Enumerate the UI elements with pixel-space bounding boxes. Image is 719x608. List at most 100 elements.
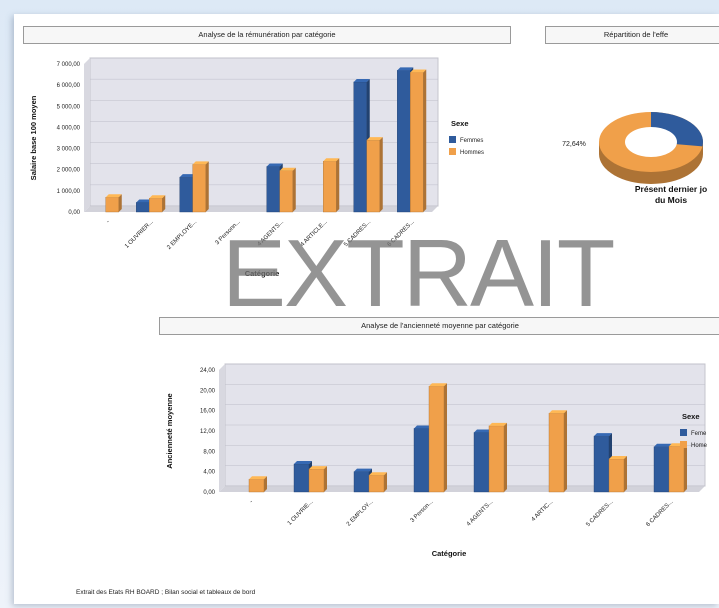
watermark-extrait: EXTRAIT: [222, 226, 613, 322]
chart3-legend-swatch: [680, 429, 687, 436]
chart3-bar-hommes: [309, 469, 324, 492]
chart1-bar-hommes: [367, 140, 380, 212]
chart1-ytick-label: 7 000,00: [57, 62, 81, 68]
chart3-bar-top: [429, 383, 447, 386]
chart3-bar-femmes: [354, 472, 369, 492]
chart3-ytick-label: 8,00: [203, 449, 215, 455]
chart3-bar-femmes: [594, 436, 609, 492]
chart1-ytick-label: 5 000,00: [57, 104, 81, 110]
chart1-legend-swatch: [449, 136, 456, 143]
chart3-plot-floor: [219, 486, 705, 492]
chart3-plot-side: [219, 364, 225, 492]
donut-hole: [625, 127, 677, 157]
chart3-bar-hommes: [369, 475, 384, 492]
chart3-ytick-label: 12,00: [200, 429, 216, 435]
chart3-bar-top: [354, 469, 372, 472]
chart1-ytick-label: 0,00: [68, 210, 80, 216]
chart1-bar-hommes: [106, 197, 119, 212]
chart3-category-label: 5 CADRES...: [585, 499, 614, 528]
chart1-ylabel: Salaire base 100 moyen: [29, 95, 38, 180]
chart3-xlabel: Catégorie: [432, 549, 467, 558]
chart3-ytick-label: 24,00: [200, 368, 216, 374]
chart1-ytick-label: 3 000,00: [57, 147, 81, 153]
chart3-category-label: 2 EMPLOY...: [346, 499, 375, 528]
donut-slice-label: 72,64%: [562, 141, 586, 148]
chart3-ytick-label: 20,00: [200, 388, 216, 394]
chart3-bar-top: [249, 476, 267, 479]
chart3-bar-hommes: [429, 386, 444, 492]
chart1-bar-side: [336, 158, 339, 212]
chart1-bar-side: [119, 194, 122, 212]
chart1-bar-femmes: [180, 177, 193, 212]
chart3-bar-hommes: [249, 479, 264, 492]
chart3-category-label: 4 AGENTS...: [466, 499, 495, 528]
footer-note: Extrait des Etats RH BOARD ; Bilan socia…: [76, 589, 255, 596]
chart3-bar-top: [549, 410, 567, 413]
chart3-bar-femmes: [294, 464, 309, 492]
chart1-category-label: 1 OUVRIER...: [124, 219, 155, 250]
chart1-bar-femmes: [136, 202, 149, 212]
chart3-bar-side: [384, 472, 387, 492]
chart1-bar-hommes: [410, 72, 423, 212]
donut-caption: du Mois: [655, 195, 687, 205]
chart3-bar-side: [684, 443, 687, 492]
chart3-ytick-label: 16,00: [200, 409, 216, 415]
chart1-bar-hommes: [193, 164, 206, 212]
chart3-legend-label: Feme: [691, 431, 707, 437]
chart3-bar-side: [504, 423, 507, 492]
chart1-bar-side: [423, 69, 426, 212]
chart3-bar-femmes: [414, 428, 429, 492]
chart3-ytick-label: 4,00: [203, 470, 215, 476]
chart3-bar-side: [624, 456, 627, 492]
chart1-ytick-label: 6 000,00: [57, 83, 81, 89]
chart3-bar-top: [294, 461, 312, 464]
chart3-category-label: 1 OUVRIE...: [287, 499, 315, 527]
chart3-bar-side: [564, 410, 567, 492]
chart1-category-label: -: [106, 219, 112, 225]
chart3-bar-hommes: [489, 426, 504, 492]
chart3-bar-side: [324, 466, 327, 492]
chart3-category-label: 3 Person...: [410, 499, 435, 524]
chart3-bar-femmes: [654, 447, 669, 492]
chart1-bar-side: [380, 137, 383, 212]
chart3-bar-hommes: [549, 413, 564, 492]
chart1-category-label: 2 EMPLOYE...: [166, 219, 198, 251]
chart1-ytick-label: 1 000,00: [57, 189, 81, 195]
donut-caption: Présent dernier jo: [635, 184, 707, 194]
chart3-bar-top: [594, 433, 612, 436]
chart1-bar-femmes: [267, 167, 280, 212]
chart1-bar-side: [206, 161, 209, 212]
chart3-bar-top: [369, 472, 387, 475]
chart1-legend-label: Femmes: [460, 138, 483, 144]
chart1-bar-femmes: [354, 82, 367, 212]
chart1-ytick-label: 4 000,00: [57, 125, 81, 131]
chart3-bar-top: [489, 423, 507, 426]
chart1-ytick-label: 2 000,00: [57, 168, 81, 174]
chart3-legend-label: Home: [691, 443, 708, 449]
chart3-legend-title: Sexe: [682, 412, 700, 421]
chart3-category-label: 4 ARTIC...: [531, 499, 555, 523]
chart3-category-label: 6 CADRES...: [645, 499, 674, 528]
chart3-legend-swatch: [680, 441, 687, 448]
chart1-bar-femmes: [397, 70, 410, 212]
chart3-bar-hommes: [609, 459, 624, 492]
chart3-ytick-label: 0,00: [203, 490, 215, 496]
chart3-bar-top: [309, 466, 327, 469]
chart1-plot-wall: [90, 58, 438, 206]
chart3-bar-side: [444, 383, 447, 492]
chart3-category-label: -: [249, 499, 255, 505]
chart1-bar-side: [293, 168, 296, 212]
chart1-legend-swatch: [449, 148, 456, 155]
chart3-ylabel: Ancienneté moyenne: [165, 393, 174, 468]
chart1-legend-label: Hommes: [460, 150, 484, 156]
chart1-bar-hommes: [323, 161, 336, 212]
chart3-bar-hommes: [669, 446, 684, 492]
chart1-bar-hommes: [149, 198, 162, 212]
chart3-bar-top: [609, 456, 627, 459]
chart1-plot-side: [84, 58, 90, 212]
anciennete-chart: 0,00 4,00 8,00 12,00 16,00 20,00 24,00 Ancienne…: [14, 334, 719, 604]
chart1-legend-title: Sexe: [451, 119, 469, 128]
chart3-bar-femmes: [474, 433, 489, 492]
chart1-bar-hommes: [280, 171, 293, 212]
